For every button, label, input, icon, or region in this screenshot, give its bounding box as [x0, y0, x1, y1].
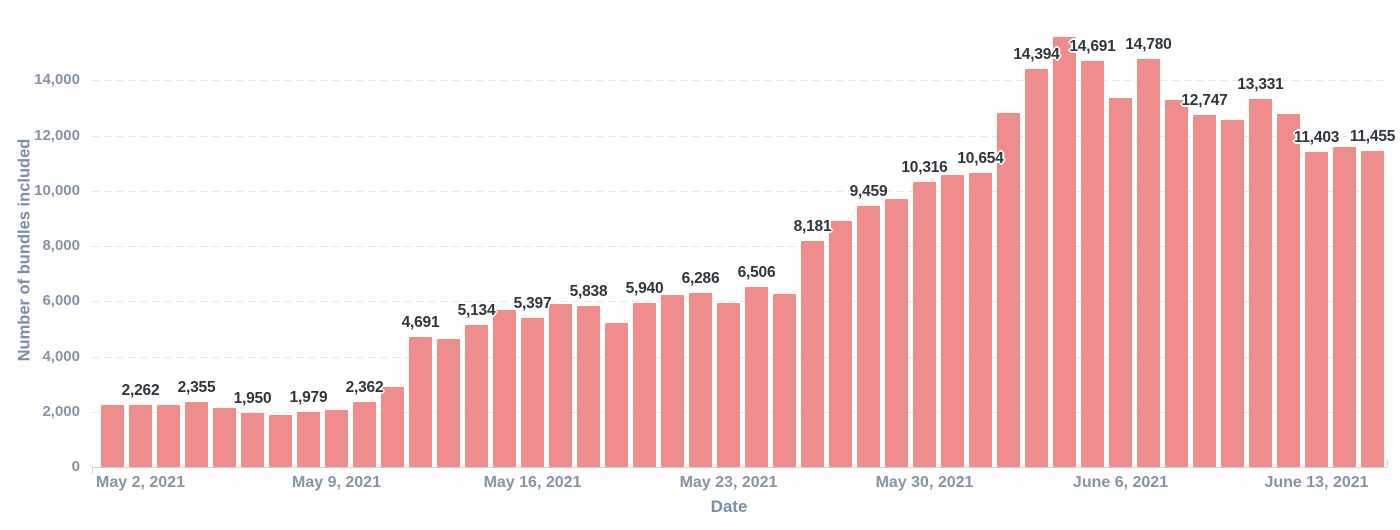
gridline [92, 80, 1387, 82]
bar-value-label: 10,654 [957, 149, 1004, 167]
x-axis-tick-label: May 16, 2021 [483, 474, 582, 491]
bar[interactable] [633, 302, 656, 467]
bar-value-label: 11,403 [1293, 129, 1340, 147]
bar[interactable] [241, 413, 264, 467]
bar[interactable] [129, 404, 152, 467]
x-axis-title: Date [710, 497, 748, 516]
bar[interactable] [269, 415, 292, 467]
bar-value-label: 1,979 [289, 389, 328, 407]
x-axis-tick-label: May 9, 2021 [292, 474, 381, 491]
bar[interactable] [913, 182, 936, 467]
bar-value-label: 12,747 [1181, 91, 1228, 109]
bar[interactable] [1333, 147, 1356, 467]
bar[interactable] [1025, 69, 1048, 467]
bar[interactable] [577, 305, 600, 467]
bar[interactable] [1277, 114, 1300, 467]
y-axis-tick-label: 0 [71, 458, 80, 475]
bar-value-label: 5,838 [569, 282, 608, 300]
bar[interactable] [997, 112, 1020, 467]
bar[interactable] [1305, 152, 1328, 467]
bar[interactable] [773, 294, 796, 467]
x-axis-tick-label: June 13, 2021 [1264, 474, 1369, 491]
bar-value-label: 14,394 [1013, 46, 1060, 64]
bar-value-label: 11,455 [1349, 127, 1396, 145]
bar[interactable] [1165, 100, 1188, 467]
bar[interactable] [605, 323, 628, 467]
axis-end-tick [92, 467, 93, 473]
bar[interactable] [1053, 36, 1076, 467]
bar-value-label: 13,331 [1237, 75, 1284, 93]
bar-value-label: 4,691 [401, 314, 440, 332]
bar-value-label: 8,181 [793, 218, 832, 236]
bar[interactable] [801, 241, 824, 467]
x-axis-tick-label: June 6, 2021 [1072, 474, 1169, 491]
bar[interactable] [465, 325, 488, 467]
bar[interactable] [1249, 98, 1272, 467]
bar[interactable] [717, 302, 740, 467]
bar-value-label: 14,691 [1069, 38, 1116, 56]
bar[interactable] [185, 401, 208, 467]
bar[interactable] [325, 409, 348, 467]
bar[interactable] [969, 172, 992, 467]
bar[interactable] [1109, 98, 1132, 467]
gridline [92, 190, 1387, 192]
bar[interactable] [101, 404, 124, 467]
bar[interactable] [689, 293, 712, 467]
bar[interactable] [885, 198, 908, 467]
bar[interactable] [829, 221, 852, 467]
bar[interactable] [941, 175, 964, 467]
bar[interactable] [409, 337, 432, 467]
y-axis-tick-label: 2,000 [42, 402, 80, 420]
bar-value-label: 2,355 [177, 378, 216, 396]
bar[interactable] [1081, 61, 1104, 467]
bar[interactable] [1193, 114, 1216, 467]
y-axis-tick-label: 14,000 [34, 71, 80, 89]
gridline [92, 246, 1387, 248]
y-axis-tick-label: 10,000 [34, 181, 80, 199]
bar-value-label: 9,459 [849, 182, 888, 200]
gridline [92, 135, 1387, 137]
bar-value-label: 1,950 [233, 390, 272, 408]
bar-value-label: 6,286 [681, 270, 720, 288]
bar[interactable] [745, 287, 768, 467]
y-axis-tick-label: 8,000 [42, 237, 80, 255]
x-axis-tick-label: May 23, 2021 [679, 474, 778, 491]
bar-value-label: 5,134 [457, 302, 496, 320]
bar[interactable] [1361, 150, 1384, 467]
bar[interactable] [521, 317, 544, 467]
bar-value-label: 5,940 [625, 279, 664, 297]
axis-end-tick [1387, 460, 1388, 467]
bar-value-label: 6,506 [737, 264, 776, 282]
x-axis-line [92, 467, 1387, 468]
bar-value-label: 2,362 [345, 378, 384, 396]
x-axis-tick-label: May 30, 2021 [875, 474, 974, 491]
bar[interactable] [213, 408, 236, 467]
y-axis-tick-label: 4,000 [42, 347, 80, 365]
bar-value-label: 14,780 [1125, 35, 1172, 53]
bar[interactable] [381, 387, 404, 467]
bar[interactable] [353, 401, 376, 467]
bar[interactable] [157, 404, 180, 467]
bar[interactable] [857, 205, 880, 467]
x-axis-tick-label: May 2, 2021 [96, 474, 185, 491]
bar[interactable] [297, 412, 320, 467]
bar-value-label: 2,262 [121, 381, 160, 399]
bar[interactable] [1221, 119, 1244, 467]
gridline [92, 301, 1387, 303]
bar[interactable] [1137, 58, 1160, 467]
bar[interactable] [493, 309, 516, 467]
bar[interactable] [437, 338, 460, 467]
bar-value-label: 10,316 [901, 159, 948, 177]
bar[interactable] [549, 303, 572, 467]
y-axis-tick-label: 12,000 [34, 126, 80, 144]
bar-value-label: 5,397 [513, 294, 552, 312]
bar[interactable] [661, 295, 684, 467]
y-axis-tick-label: 6,000 [42, 292, 80, 310]
